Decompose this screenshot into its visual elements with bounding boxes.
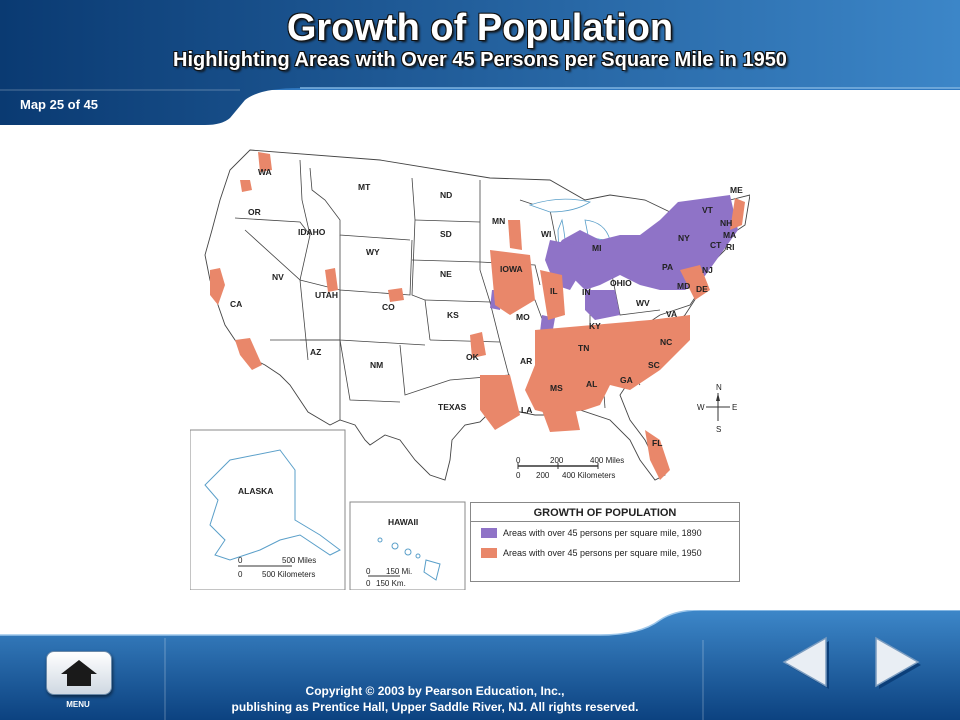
state-label: CO: [382, 302, 395, 312]
state-label: VA: [666, 309, 677, 319]
state-label: NE: [440, 269, 452, 279]
state-label: KS: [447, 310, 459, 320]
svg-text:0: 0: [238, 570, 243, 579]
legend-label: Areas with over 45 persons per square mi…: [503, 528, 702, 538]
svg-text:0: 0: [238, 556, 243, 565]
state-label: LA: [521, 405, 532, 415]
state-label: MN: [492, 216, 505, 226]
scale-bar: 0 200 400 Miles 0 200 400 Kilometers: [516, 456, 624, 480]
state-label: MO: [516, 312, 530, 322]
state-label: TEXAS: [438, 402, 467, 412]
svg-text:0: 0: [516, 471, 521, 480]
page-subtitle: Highlighting Areas with Over 45 Persons …: [173, 49, 787, 71]
state-label: NJ: [702, 265, 713, 275]
alaska-inset: ALASKA 0 500 Miles 0 500 Kilometers: [190, 429, 346, 590]
svg-text:0: 0: [516, 456, 521, 465]
menu-button[interactable]: [46, 651, 112, 695]
state-label: NM: [370, 360, 383, 370]
menu-label: MENU: [66, 700, 90, 709]
svg-text:ALASKA: ALASKA: [238, 486, 273, 496]
state-label: GA: [620, 375, 633, 385]
svg-text:0: 0: [366, 579, 371, 588]
state-label: RI: [726, 242, 735, 252]
state-label: WA: [258, 167, 272, 177]
state-label: AZ: [310, 347, 321, 357]
state-label: UTAH: [315, 290, 338, 300]
svg-text:0: 0: [366, 567, 371, 576]
pop-1950-areas: [210, 152, 745, 480]
lake-superior: [528, 198, 591, 213]
map-counter: Map 25 of 45: [20, 97, 99, 112]
legend-swatch-1950: [481, 548, 497, 558]
state-label: DE: [696, 284, 708, 294]
state-label: IDAHO: [298, 227, 326, 237]
svg-text:500 Kilometers: 500 Kilometers: [262, 570, 315, 579]
svg-text:150 Km.: 150 Km.: [376, 579, 406, 588]
state-label: OHIO: [610, 278, 632, 288]
hawaii-inset: HAWAII 0 150 Mi. 0 150 Km.: [349, 501, 466, 590]
svg-text:150 Mi.: 150 Mi.: [386, 567, 412, 576]
state-label: MA: [723, 230, 736, 240]
svg-text:N: N: [716, 383, 722, 392]
legend-title: GROWTH OF POPULATION: [533, 507, 677, 519]
copyright-line: Copyright © 2003 by Pearson Education, I…: [305, 684, 565, 698]
compass-rose-icon: N S E W: [697, 383, 737, 434]
state-label: SC: [648, 360, 660, 370]
header-banner: [0, 0, 960, 125]
state-label: VT: [702, 205, 714, 215]
svg-text:E: E: [732, 403, 737, 412]
svg-text:S: S: [716, 425, 721, 434]
home-icon: [61, 660, 97, 686]
state-label: CA: [230, 299, 242, 309]
state-label: OR: [248, 207, 261, 217]
state-label: WI: [541, 229, 551, 239]
state-label: AR: [520, 356, 532, 366]
state-label: TN: [578, 343, 589, 353]
legend-label: Areas with over 45 persons per square mi…: [503, 548, 702, 558]
state-label: MS: [550, 383, 563, 393]
svg-text:400 Miles: 400 Miles: [590, 456, 624, 465]
map-legend: GROWTH OF POPULATION Areas with over 45 …: [470, 502, 740, 582]
state-label: SD: [440, 229, 452, 239]
footer-banner: [0, 610, 960, 720]
state-label: IL: [550, 286, 558, 296]
us-population-map: WA OR IDAHO MT WY NV CA UTAH CO AZ NM ND…: [190, 149, 750, 590]
state-label: WV: [636, 298, 650, 308]
state-label: WY: [366, 247, 380, 257]
svg-text:200: 200: [550, 456, 564, 465]
copyright-notice: Copyright © 2003 by Pearson Education, I…: [170, 683, 700, 715]
state-label: FL: [652, 438, 662, 448]
state-label: NH: [720, 218, 732, 228]
state-label: OK: [466, 352, 480, 362]
legend-item: Areas with over 45 persons per square mi…: [481, 528, 702, 538]
legend-item: Areas with over 45 persons per square mi…: [481, 548, 702, 558]
state-label: NY: [678, 233, 690, 243]
state-label: MI: [592, 243, 601, 253]
state-label: NV: [272, 272, 284, 282]
svg-text:400 Kilometers: 400 Kilometers: [562, 471, 615, 480]
svg-text:500 Miles: 500 Miles: [282, 556, 316, 565]
state-label: ME: [730, 185, 743, 195]
state-label: PA: [662, 262, 673, 272]
svg-text:W: W: [697, 403, 705, 412]
state-label: IOWA: [500, 264, 523, 274]
state-label: IN: [582, 287, 591, 297]
svg-text:HAWAII: HAWAII: [388, 517, 418, 527]
svg-text:200: 200: [536, 471, 550, 480]
page-title: Growth of Population: [286, 7, 674, 49]
state-label: AL: [586, 379, 597, 389]
state-label: MD: [677, 281, 690, 291]
next-button[interactable]: [868, 634, 924, 690]
state-label: ND: [440, 190, 452, 200]
state-label: MT: [358, 182, 371, 192]
state-label: CT: [710, 240, 722, 250]
previous-button[interactable]: [778, 634, 834, 690]
state-label: KY: [589, 321, 601, 331]
copyright-line: publishing as Prentice Hall, Upper Saddl…: [231, 700, 639, 714]
legend-swatch-1890: [481, 528, 497, 538]
state-label: NC: [660, 337, 672, 347]
state-labels: WA OR IDAHO MT WY NV CA UTAH CO AZ NM ND…: [230, 167, 743, 448]
legend-divider: [471, 521, 739, 522]
